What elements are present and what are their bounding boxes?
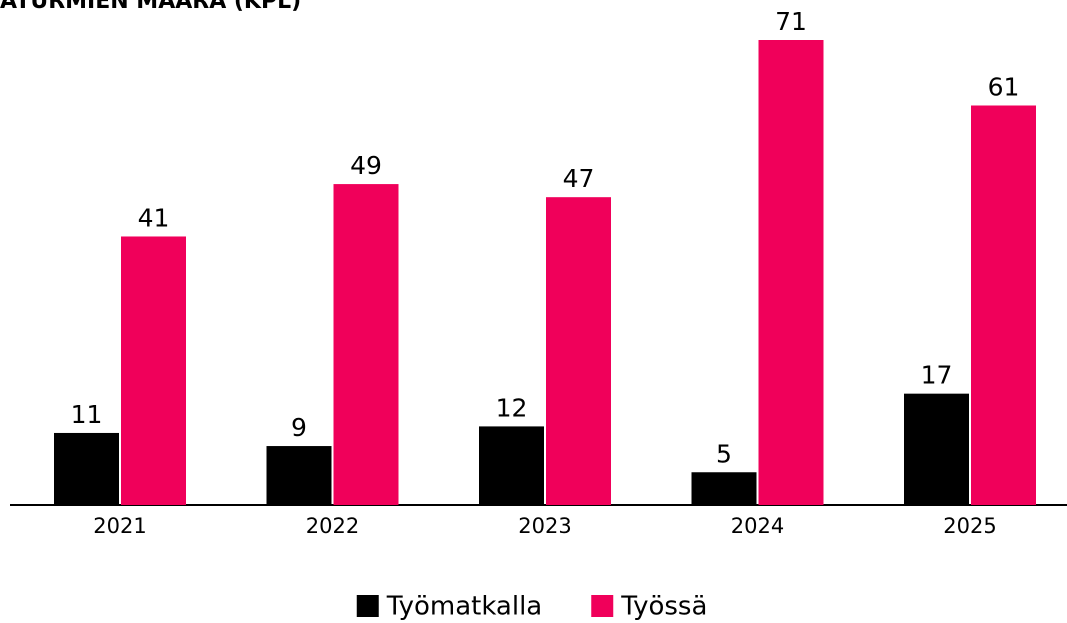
x-tick-label: 2024 [731, 514, 784, 538]
bar [758, 40, 824, 505]
bar [691, 472, 757, 505]
bar [121, 236, 186, 505]
bar [266, 446, 332, 505]
legend-label: Työssä [620, 592, 707, 622]
value-label: 5 [716, 439, 732, 468]
bar [546, 197, 611, 505]
value-label: 9 [291, 413, 307, 442]
bar [333, 184, 399, 505]
value-label: 12 [496, 393, 528, 422]
value-label: 41 [138, 203, 170, 232]
value-label: 17 [921, 361, 953, 390]
x-tick-label: 2021 [93, 514, 146, 538]
value-label: 11 [71, 400, 103, 429]
bar [54, 432, 119, 505]
bar [971, 105, 1036, 506]
bar [904, 393, 969, 505]
value-label: 49 [350, 151, 382, 180]
legend-swatch [356, 595, 379, 617]
x-tick-label: 2025 [943, 514, 996, 538]
x-tick-label: 2023 [518, 514, 571, 538]
chart-title: ATURMIEN MÄÄRÄ (KPL) [0, 0, 301, 14]
legend-label: Työmatkalla [386, 592, 543, 622]
value-label: 71 [775, 7, 807, 36]
bar [479, 426, 544, 505]
x-tick-label: 2022 [306, 514, 359, 538]
value-label: 47 [563, 164, 595, 193]
value-label: 61 [988, 72, 1020, 101]
legend-swatch [591, 595, 614, 617]
